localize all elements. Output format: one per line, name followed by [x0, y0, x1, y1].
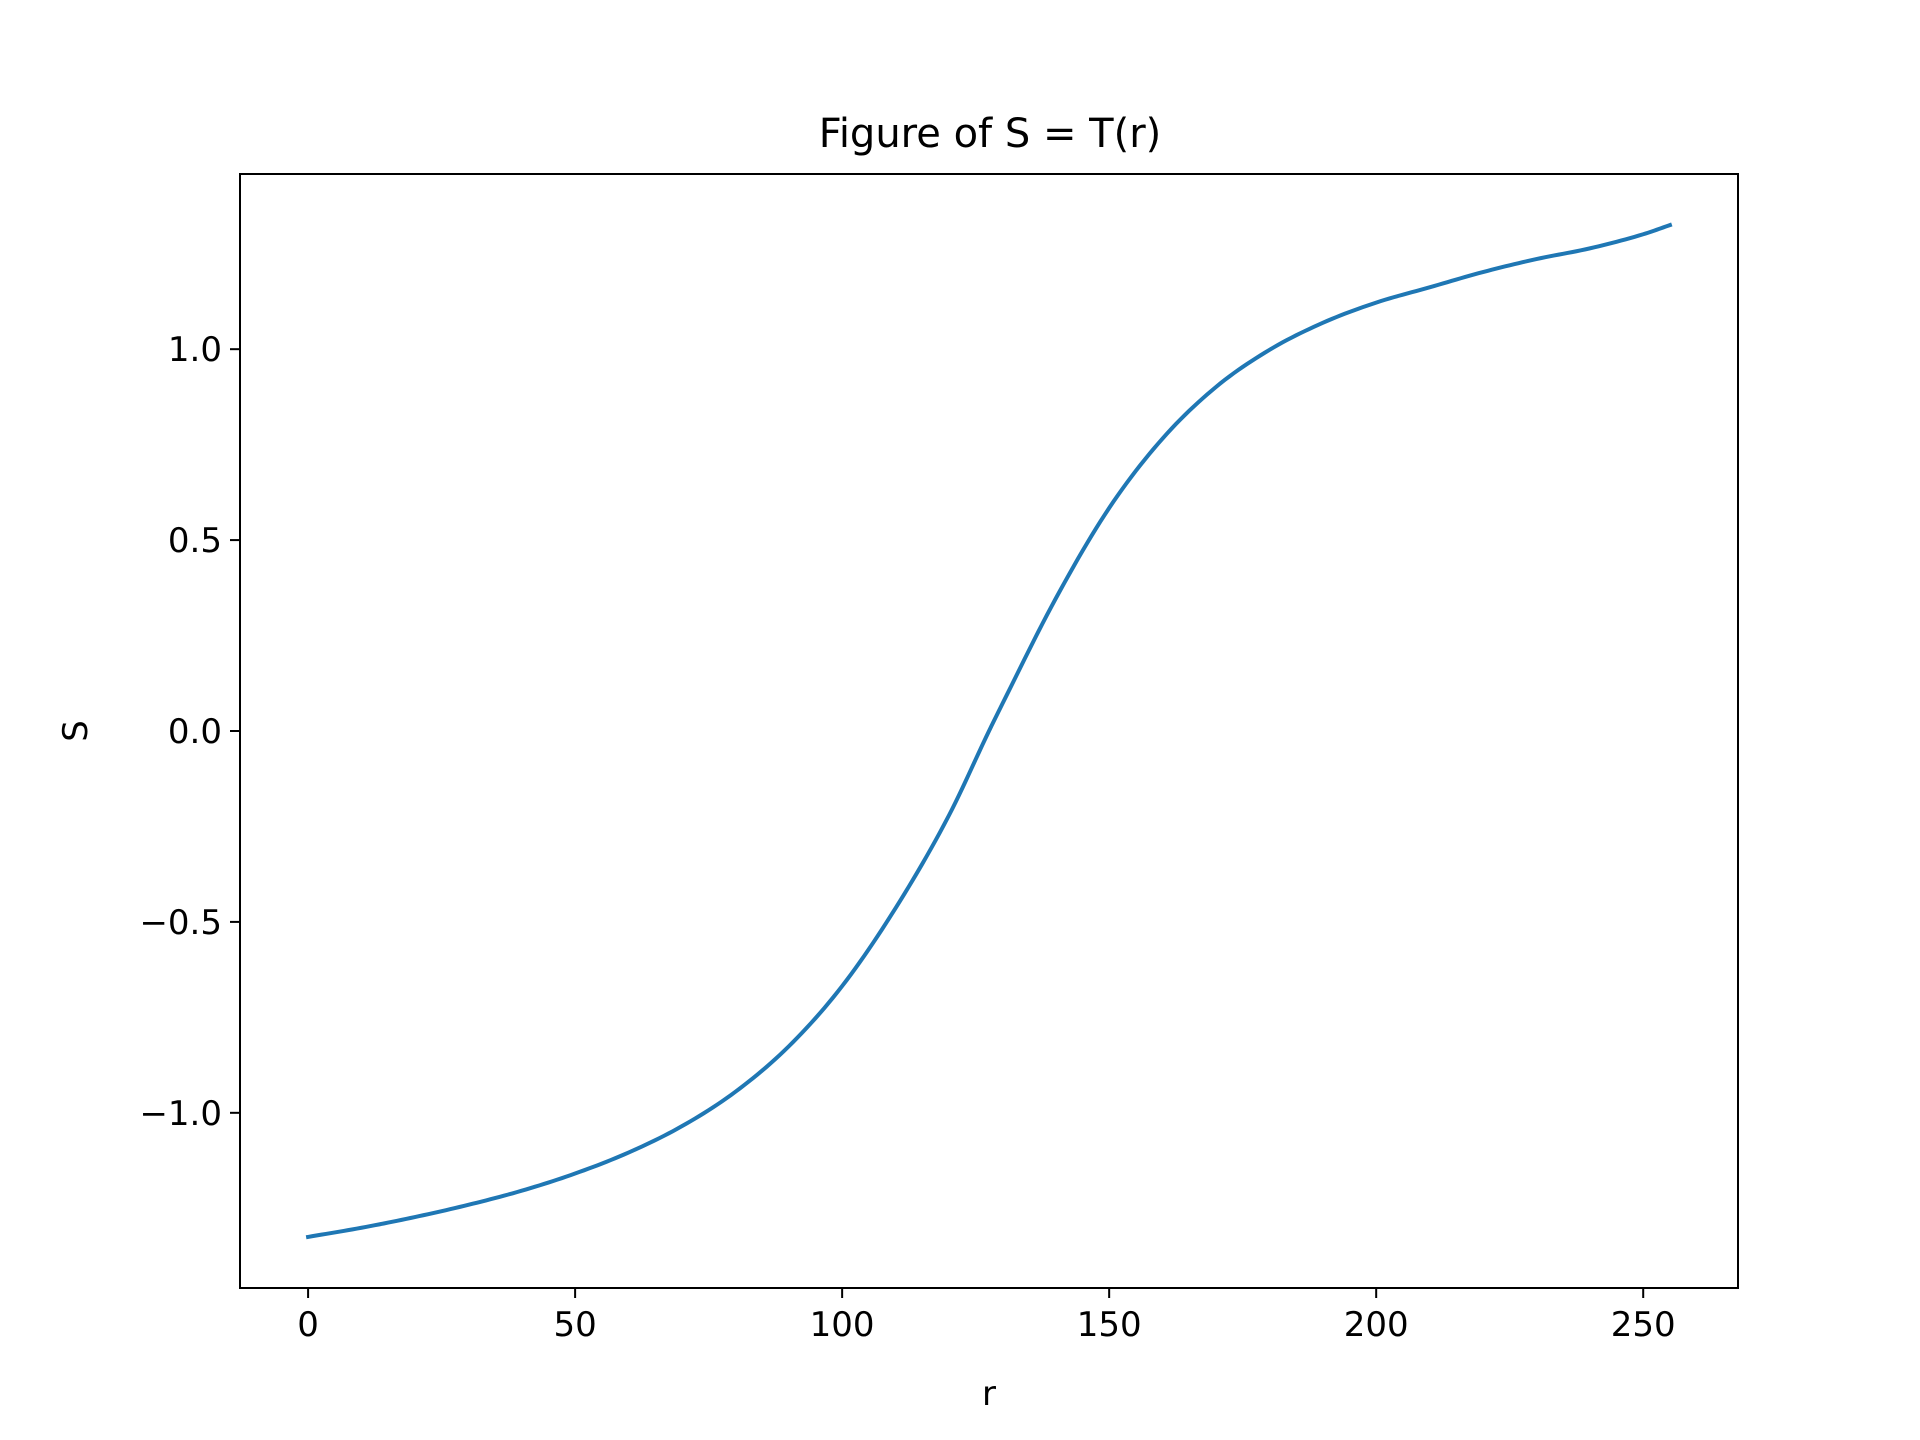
- x-tick-label: 200: [1344, 1305, 1409, 1345]
- x-tick-label: 250: [1611, 1305, 1676, 1345]
- y-tick-label: −0.5: [139, 903, 222, 943]
- x-tick-label: 100: [810, 1305, 875, 1345]
- y-axis: −1.0 −0.5 0.0 0.5 1.0: [139, 330, 240, 1134]
- y-tick-label: −1.0: [139, 1094, 222, 1134]
- series-line: [305, 222, 1673, 1240]
- chart-title: Figure of S = T(r): [819, 111, 1162, 157]
- x-axis-label: r: [982, 1374, 996, 1414]
- x-tick-label: 0: [297, 1305, 319, 1345]
- x-tick-label: 50: [553, 1305, 596, 1345]
- y-tick-label: 0.5: [168, 521, 222, 561]
- x-tick-label: 150: [1077, 1305, 1142, 1345]
- y-axis-label: S: [56, 720, 96, 742]
- y-tick-label: 1.0: [168, 330, 222, 370]
- x-axis: 0 50 100 150 200 250: [297, 1288, 1676, 1345]
- y-tick-label: 0.0: [168, 712, 222, 752]
